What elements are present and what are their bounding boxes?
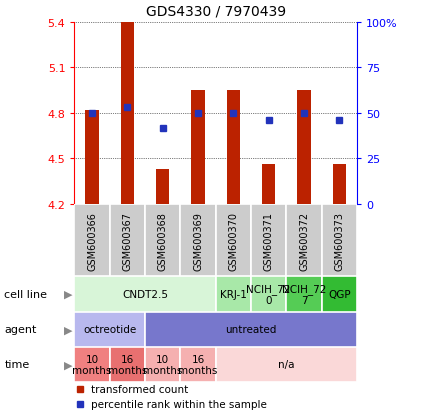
Bar [85,111,99,204]
Text: QGP: QGP [328,289,351,299]
Title: GDS4330 / 7970439: GDS4330 / 7970439 [146,5,286,19]
Bar [251,204,286,277]
Bar [110,347,145,382]
Text: KRJ-1: KRJ-1 [220,289,247,299]
Text: 10
months: 10 months [72,354,112,375]
Text: GSM600368: GSM600368 [158,211,168,270]
Bar [74,204,110,277]
Text: transformed count: transformed count [91,384,189,394]
Bar [216,277,251,312]
Bar [145,204,180,277]
Text: 10
months: 10 months [143,354,182,375]
Bar [74,347,110,382]
Bar [227,91,240,204]
Text: GSM600369: GSM600369 [193,211,203,270]
Text: percentile rank within the sample: percentile rank within the sample [91,399,267,409]
Bar [145,347,180,382]
Bar [121,23,134,204]
Text: GSM600367: GSM600367 [122,211,132,270]
Bar [262,165,275,204]
Text: CNDT2.5: CNDT2.5 [122,289,168,299]
Text: cell line: cell line [4,289,47,299]
Text: NCIH_72
0: NCIH_72 0 [246,283,291,306]
Text: time: time [4,359,29,370]
Bar [74,277,216,312]
Text: agent: agent [4,324,37,335]
Text: ▶: ▶ [64,289,72,299]
Bar [322,277,357,312]
Bar [298,91,311,204]
Bar [145,312,357,347]
Text: GSM600371: GSM600371 [264,211,274,270]
Bar [251,277,286,312]
Bar [216,204,251,277]
Bar [191,91,205,204]
Text: GSM600366: GSM600366 [87,211,97,270]
Bar [333,165,346,204]
Text: n/a: n/a [278,359,295,370]
Text: 16
months: 16 months [178,354,218,375]
Bar [110,204,145,277]
Text: GSM600373: GSM600373 [334,211,344,270]
Text: GSM600370: GSM600370 [228,211,238,270]
Text: ▶: ▶ [64,324,72,335]
Text: GSM600372: GSM600372 [299,211,309,270]
Bar [180,204,216,277]
Bar [286,277,322,312]
Bar [216,347,357,382]
Bar [286,204,322,277]
Bar [156,170,170,204]
Text: untreated: untreated [225,324,277,335]
Text: ▶: ▶ [64,359,72,370]
Text: 16
months: 16 months [108,354,147,375]
Bar [180,347,216,382]
Text: NCIH_72
7: NCIH_72 7 [282,283,326,306]
Text: octreotide: octreotide [83,324,136,335]
Bar [74,312,145,347]
Bar [322,204,357,277]
